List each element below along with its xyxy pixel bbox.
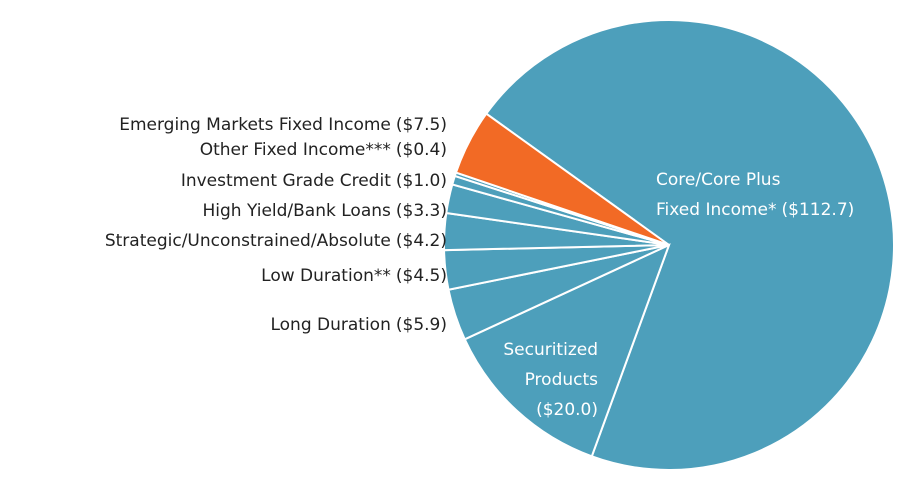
label-line: Strategic/Unconstrained/Absolute bbox=[105, 231, 391, 251]
value-label: ($1.0) bbox=[396, 171, 447, 191]
value-label: ($5.9) bbox=[396, 315, 447, 335]
value-label: ($20.0) bbox=[536, 400, 598, 420]
value-label: ($4.5) bbox=[396, 266, 447, 286]
slice-label: High Yield/Bank Loans bbox=[202, 201, 391, 221]
label-line: Long Duration bbox=[270, 315, 390, 335]
slice-label: Securitized Products bbox=[503, 340, 598, 390]
slice-label: Long Duration bbox=[270, 315, 390, 335]
label-line: High Yield/Bank Loans bbox=[202, 201, 391, 221]
slice-label: Low Duration** bbox=[261, 266, 391, 286]
slice-label: Core/Core Plus Fixed Income* bbox=[656, 170, 781, 220]
label-line: Investment Grade Credit bbox=[181, 171, 391, 191]
pie-slice bbox=[484, 19, 895, 471]
label-line: Low Duration** bbox=[261, 266, 391, 286]
value-label: ($0.4) bbox=[396, 140, 447, 160]
value-label: ($7.5) bbox=[396, 115, 447, 135]
label-line: Other Fixed Income*** bbox=[200, 140, 391, 160]
label-line: Products bbox=[525, 370, 599, 390]
value-label: ($112.7) bbox=[782, 200, 855, 220]
value-label: ($3.3) bbox=[396, 201, 447, 221]
pie-slice bbox=[454, 112, 670, 246]
value-label: ($4.2) bbox=[396, 231, 447, 251]
slice-label: Investment Grade Credit bbox=[181, 171, 391, 191]
pie-slice bbox=[463, 243, 671, 458]
label-line: Emerging Markets Fixed Income bbox=[119, 115, 391, 135]
label-line: Fixed Income* bbox=[656, 200, 777, 220]
slice-label: Emerging Markets Fixed Income bbox=[119, 115, 391, 135]
label-line: Core/Core Plus bbox=[656, 170, 781, 190]
slice-label: Strategic/Unconstrained/Absolute bbox=[105, 231, 391, 251]
slice-label: Other Fixed Income*** bbox=[200, 140, 391, 160]
label-line: Securitized bbox=[503, 340, 598, 360]
